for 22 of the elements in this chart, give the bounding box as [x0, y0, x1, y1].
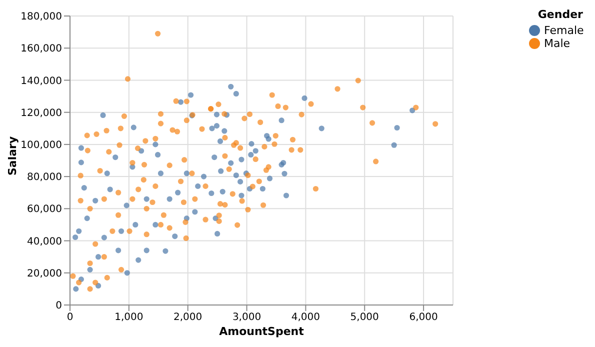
x-tick-label: 0 — [66, 312, 74, 324]
x-tick-label: 1,000 — [114, 312, 144, 324]
x-tick-label: 3,000 — [232, 312, 262, 324]
y-tick-label: 160,000 — [20, 44, 62, 55]
y-tick-label: 140,000 — [20, 76, 62, 87]
x-tick-label: 2,000 — [174, 312, 202, 324]
legend-label: Female — [544, 24, 584, 37]
legend-title: Gender — [538, 8, 583, 21]
x-tick-label: 6,000 — [409, 312, 438, 324]
y-tick-label: 180,000 — [20, 12, 62, 23]
y-tick-label: 120,000 — [20, 108, 62, 119]
y-tick-label: 80,000 — [27, 172, 62, 184]
y-tick-label: 0 — [56, 300, 62, 312]
legend-label: Male — [544, 37, 570, 50]
y-axis-title: Salary — [6, 136, 19, 176]
x-axis-title: AmountSpent — [219, 325, 304, 338]
x-tick-label: 5,000 — [350, 312, 379, 324]
y-tick-label: 40,000 — [27, 236, 62, 248]
y-tick-label: 20,000 — [27, 268, 62, 280]
x-tick-label: 4,000 — [291, 312, 320, 324]
y-tick-label: 60,000 — [27, 204, 62, 216]
y-tick-label: 100,000 — [20, 140, 62, 151]
